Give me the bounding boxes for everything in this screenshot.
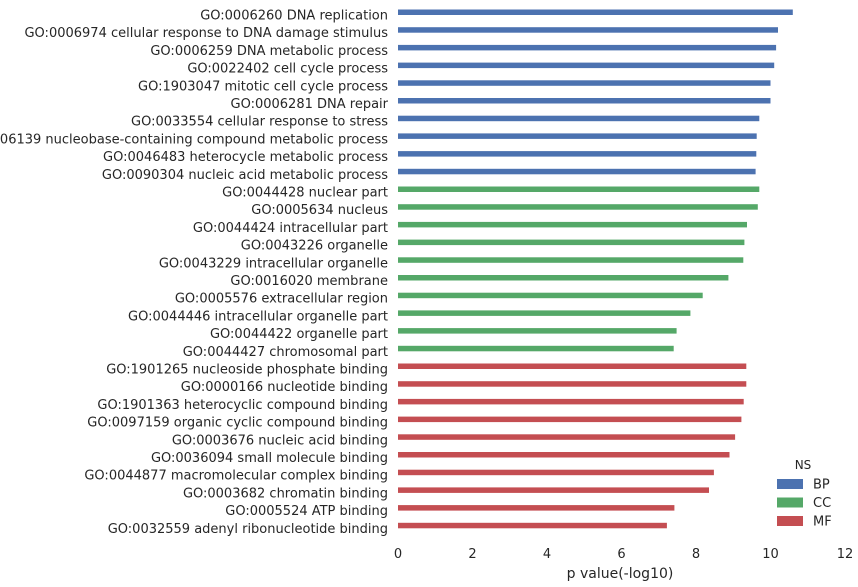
bar-go-1901265 (398, 363, 747, 369)
category-label: GO:0006259 DNA metabolic process (150, 44, 388, 59)
x-axis-label: p value(-log10) (567, 566, 674, 582)
x-tick-label: 2 (468, 547, 476, 562)
category-label: GO:0043229 intracellular organelle (159, 256, 388, 271)
bar-go-0003682 (398, 487, 709, 493)
category-label: GO:0036094 small molecule binding (151, 451, 388, 466)
category-label: GO:0044446 intracellular organelle part (128, 309, 388, 324)
bar-go-0006974 (398, 27, 778, 33)
category-label: GO:0003682 chromatin binding (183, 486, 388, 501)
bar-go-0044446 (398, 310, 691, 316)
bar-go-0036094 (398, 452, 730, 458)
bar-go-0044424 (398, 221, 747, 228)
bar-go-0005634 (398, 204, 758, 210)
bar-go-0043226 (398, 239, 745, 246)
bar-go-0044877 (398, 469, 714, 476)
category-label: GO:1901265 nucleoside phosphate binding (106, 363, 388, 378)
category-label: GO:0005576 extracellular region (175, 292, 388, 307)
category-label: GO:0006974 cellular response to DNA dama… (24, 26, 388, 41)
bar-go-0006139 (398, 133, 757, 139)
bar-go-0006260 (398, 9, 793, 15)
category-label: GO:1901363 heterocyclic compound binding (97, 398, 388, 413)
category-label: GO:0000166 nucleotide binding (181, 380, 388, 395)
category-label: GO:0022402 cell cycle process (187, 62, 388, 77)
category-label: GO:0003676 nucleic acid binding (172, 433, 388, 448)
bar-go-0046483 (398, 151, 757, 157)
bar-go-0006281 (398, 98, 771, 104)
bar-go-0044428 (398, 186, 760, 192)
bar-go-0000166 (398, 381, 747, 387)
legend-swatch-mf (777, 516, 803, 526)
x-tick-label: 6 (617, 547, 625, 562)
bar-go-0097159 (398, 416, 742, 423)
bar-go-0032559 (398, 522, 667, 529)
category-label: GO:0006281 DNA repair (231, 97, 389, 112)
x-tick-label: 0 (394, 547, 402, 562)
legend-label-mf: MF (813, 515, 832, 530)
category-label: GO:0005634 nucleus (251, 203, 388, 218)
bar-go-1901363 (398, 398, 744, 405)
bar-go-0005576 (398, 292, 703, 299)
category-label: GO:0090304 nucleic acid metabolic proces… (102, 168, 388, 183)
category-label: GO:0097159 organic cyclic compound bindi… (87, 416, 388, 431)
legend: NS BP CC MF (777, 458, 832, 530)
bar-go-0006259 (398, 44, 777, 51)
category-label: GO:0006260 DNA replication (200, 9, 388, 24)
x-tick-label: 4 (543, 547, 551, 562)
bar-go-0044427 (398, 345, 674, 352)
bar-go-0022402 (398, 62, 775, 69)
category-label: GO:0033554 cellular response to stress (131, 115, 388, 130)
category-label: GO:0044877 macromolecular complex bindin… (84, 469, 388, 484)
category-label: GO:0032559 adenyl ribonucleotide binding (108, 522, 388, 537)
category-labels-group: GO:0006260 DNA replication GO:0006974 cel… (0, 9, 389, 537)
x-tick-labels-group: 0 2 4 6 8 10 12 (394, 547, 853, 562)
bar-go-0005524 (398, 505, 675, 511)
category-label: GO:0043226 organelle (241, 239, 388, 254)
category-label: GO:0044427 chromosomal part (183, 345, 388, 360)
bar-go-0043229 (398, 257, 744, 263)
legend-swatch-bp (777, 479, 803, 489)
category-label: GO:0044422 organelle part (210, 327, 388, 342)
bar-go-0044422 (398, 328, 677, 334)
bar-go-0090304 (398, 168, 756, 175)
category-label: GO:0005524 ATP binding (225, 504, 388, 519)
category-label: GO:0016020 membrane (230, 274, 388, 289)
legend-label-cc: CC (813, 496, 831, 511)
legend-title: NS (795, 458, 812, 472)
category-label: GO:0046483 heterocycle metabolic process (103, 150, 388, 165)
category-label: GO:0044428 nuclear part (222, 186, 388, 201)
x-tick-label: 12 (837, 547, 854, 562)
x-tick-label: 8 (692, 547, 700, 562)
legend-swatch-cc (777, 497, 803, 508)
x-tick-label: 10 (762, 547, 779, 562)
category-label: GO:1903047 mitotic cell cycle process (138, 79, 388, 94)
legend-label-bp: BP (813, 478, 830, 493)
bar-go-0003676 (398, 434, 736, 440)
bar-go-1903047 (398, 80, 771, 86)
bars-group (398, 9, 793, 529)
category-label: GO:0044424 intracellular part (193, 221, 388, 236)
bar-go-0033554 (398, 115, 760, 122)
category-label: GO:0006139 nucleobase-containing compoun… (0, 132, 388, 147)
bar-go-0016020 (398, 275, 729, 281)
